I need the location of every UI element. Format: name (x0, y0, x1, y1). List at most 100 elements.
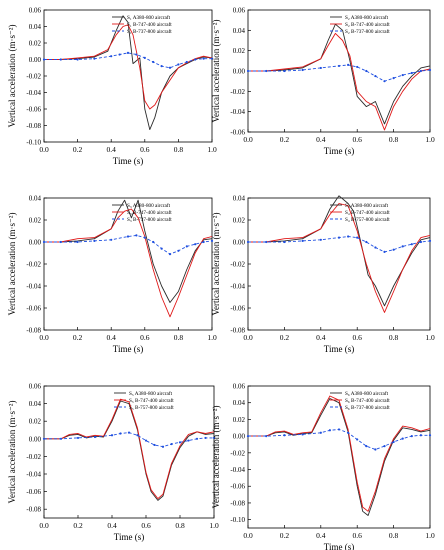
y-tick-label: 0.00 (233, 68, 246, 76)
y-tick-label: 0.00 (29, 56, 42, 64)
x-tick-label: 0.4 (316, 531, 326, 540)
y-tick-label: 0.04 (233, 195, 246, 203)
series-line-1 (248, 398, 431, 516)
series-point (152, 240, 155, 244)
series-point (392, 248, 395, 251)
series-point (177, 63, 180, 66)
chart-panel-6: 0.0 0.2 0.4 0.6 0.8 1.0 0.06 0.04 0.02 0.00 -0.02 -… (211, 383, 435, 550)
x-tick-label: 0.2 (280, 333, 290, 342)
x-tick-label: 0.6 (353, 531, 363, 540)
legend-label: S₂ B-737-800 aircraft (345, 28, 390, 35)
x-axis-label: Time (s) (114, 532, 144, 542)
series-point (110, 55, 113, 58)
series-point (168, 66, 172, 69)
x-axis-label: Time (s) (324, 344, 354, 354)
series-line-3 (44, 234, 213, 255)
y-tick-label: -0.02 (230, 88, 245, 96)
series-point (178, 441, 182, 444)
x-tick-label: 0.2 (73, 145, 83, 154)
series-point (152, 60, 155, 64)
x-axis-label: Time (s) (113, 344, 143, 354)
series-point (135, 53, 138, 56)
series-point (93, 435, 97, 439)
series-point (392, 440, 395, 444)
series-point (347, 63, 350, 66)
series-point (126, 235, 130, 238)
series-point (170, 442, 173, 446)
y-tick-label: 0.04 (29, 195, 42, 203)
chart-panel-5: 0.0 0.2 0.4 0.6 0.8 1.0 0.06 0.04 0.02 0.00 -0.02 -… (7, 383, 219, 543)
legend-label: S₁ B-737-800 aircraft (127, 28, 172, 35)
series-point (126, 51, 130, 55)
x-axis-label: Time (s) (324, 146, 354, 156)
series-point (143, 56, 146, 59)
series-point (356, 438, 359, 441)
series-point (185, 60, 188, 64)
legend-label: S₄ B-757-800 aircraft (345, 216, 390, 223)
x-tick-label: 0.8 (389, 333, 399, 342)
y-tick-label: -0.06 (230, 129, 245, 137)
series-point (194, 243, 197, 246)
series-point (374, 246, 377, 249)
series-point (301, 433, 304, 436)
legend-label: S₅ B-747-400 aircraft (129, 397, 174, 404)
legend-label: S₅ B-757-800 aircraft (129, 404, 174, 411)
legend-label: S₁ A380-800 aircraft (127, 14, 171, 21)
series-point (419, 240, 422, 244)
x-tick-label: 0.8 (389, 531, 399, 540)
series-point (212, 436, 216, 440)
x-tick-label: 0.0 (39, 333, 49, 342)
series-point (210, 57, 214, 60)
series-point (76, 58, 79, 61)
series-point (153, 443, 156, 447)
series-point (365, 445, 368, 448)
series-point (195, 437, 199, 440)
series-point (160, 247, 163, 250)
series-point (127, 431, 131, 434)
y-tick-label: 0.06 (233, 383, 246, 391)
series-point (168, 253, 172, 256)
y-tick-label: 0.04 (233, 27, 246, 35)
x-tick-label: 0.6 (140, 333, 150, 342)
series-line-3 (248, 64, 431, 82)
x-tick-label: 1.0 (209, 521, 219, 530)
series-point (374, 448, 377, 451)
series-point (392, 77, 395, 80)
plot-frame (43, 385, 215, 519)
series-point (301, 239, 304, 242)
series-point (383, 250, 386, 253)
series-point (265, 435, 268, 438)
series-point (410, 71, 413, 75)
chart-panel-1: 0.0 0.2 0.4 0.6 0.8 1.0 0.06 0.04 0.02 0.00 -0.02 -… (7, 7, 217, 167)
series-point (428, 239, 432, 242)
y-tick-label: -0.02 (26, 73, 41, 81)
plot-frame (247, 197, 431, 331)
series-point (365, 69, 368, 73)
x-tick-label: 0.0 (243, 333, 253, 342)
series-point (347, 431, 350, 434)
plot-frame (247, 385, 431, 529)
series-point (301, 68, 304, 72)
y-tick-label: -0.04 (230, 466, 245, 474)
series-line-1 (44, 199, 213, 303)
y-tick-label: -0.08 (26, 506, 41, 514)
series-point (337, 428, 341, 431)
series-point (283, 434, 286, 437)
y-tick-label: -0.06 (26, 305, 41, 313)
y-axis-label: Vertical acceleration (m·s⁻²) (7, 213, 17, 316)
series-point (187, 439, 190, 442)
x-tick-label: 0.2 (73, 333, 83, 342)
y-tick-label: -0.04 (26, 283, 41, 291)
y-tick-label: -0.08 (26, 327, 41, 335)
series-point (42, 58, 46, 61)
series-point (204, 436, 207, 440)
x-tick-label: 1.0 (425, 135, 435, 144)
series-line-2 (248, 203, 431, 313)
series-line-3 (44, 432, 214, 448)
y-tick-label: -0.02 (230, 449, 245, 457)
series-point (160, 65, 163, 68)
series-point (161, 445, 165, 448)
y-tick-label: 0.00 (29, 239, 42, 247)
y-tick-label: -0.02 (26, 261, 41, 269)
